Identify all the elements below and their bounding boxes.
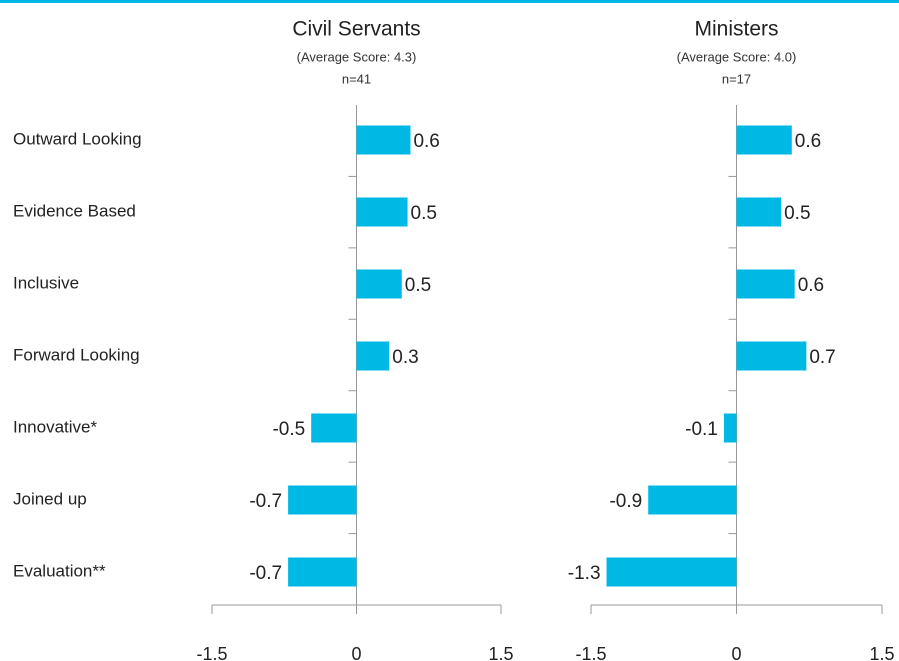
bar <box>356 125 411 155</box>
category-label: Evidence Based <box>13 201 136 220</box>
value-label: 0.6 <box>795 131 821 152</box>
x-tick-label: -1.5 <box>196 644 227 661</box>
bar <box>736 125 792 155</box>
category-label: Forward Looking <box>13 345 140 364</box>
bar <box>356 197 408 227</box>
category-label: Evaluation** <box>13 561 106 580</box>
value-label: 0.5 <box>405 275 431 296</box>
bar <box>736 341 807 371</box>
chart-subtitle: (Average Score: 4.0) <box>677 49 797 64</box>
bar <box>736 197 782 227</box>
value-label: -1.3 <box>568 563 601 584</box>
chart-title: Ministers <box>694 18 778 41</box>
value-label: 0.3 <box>392 347 418 368</box>
bar <box>606 557 737 587</box>
category-label: Inclusive <box>13 273 79 292</box>
sample-size: n=41 <box>342 71 371 86</box>
bar <box>648 485 737 515</box>
value-label: 0.7 <box>809 347 835 368</box>
x-tick-label: 0 <box>351 644 361 661</box>
value-label: 0.5 <box>411 203 437 224</box>
x-tick-label: 0 <box>731 644 741 661</box>
category-label: Outward Looking <box>13 129 142 148</box>
bar <box>356 269 402 299</box>
value-label: 0.6 <box>413 131 439 152</box>
bar <box>736 269 795 299</box>
bar <box>723 413 737 443</box>
value-label: -0.5 <box>272 419 305 440</box>
value-label: -0.1 <box>685 419 718 440</box>
x-tick-label: 1.5 <box>869 644 894 661</box>
value-label: -0.7 <box>249 563 282 584</box>
category-label: Joined up <box>13 489 87 508</box>
x-tick-label: -1.5 <box>575 644 606 661</box>
bar <box>288 485 357 515</box>
bar <box>356 341 390 371</box>
category-label: Innovative* <box>13 417 97 436</box>
value-label: 0.6 <box>798 275 824 296</box>
chart-subtitle: (Average Score: 4.3) <box>297 49 417 64</box>
value-label: 0.5 <box>784 203 810 224</box>
sample-size: n=17 <box>722 71 751 86</box>
bar <box>288 557 357 587</box>
value-label: -0.9 <box>609 491 642 512</box>
chart-title: Civil Servants <box>292 18 420 41</box>
x-tick-label: 1.5 <box>488 644 513 661</box>
bar <box>311 413 357 443</box>
top-rule <box>0 0 899 3</box>
value-label: -0.7 <box>249 491 282 512</box>
